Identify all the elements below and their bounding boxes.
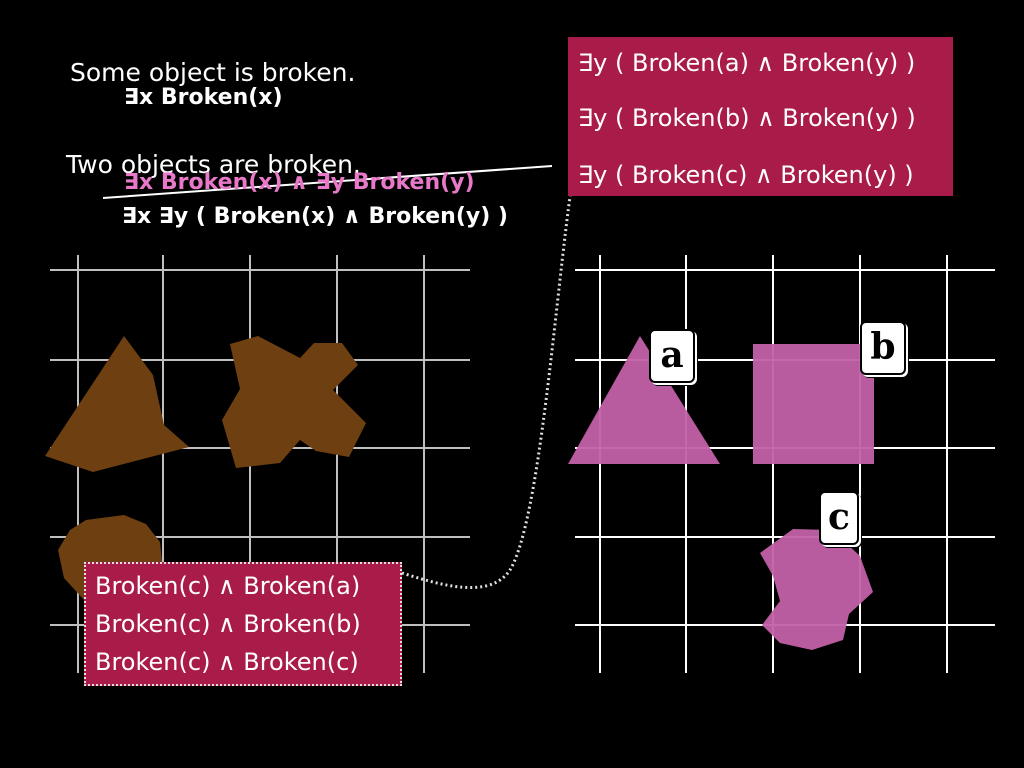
two-objects-formula: ∃x ∃y ( Broken(x) ∧ Broken(y) ): [122, 204, 508, 229]
pink-blob-c: [760, 529, 873, 650]
brown-triangle-shape: [45, 336, 189, 472]
expansion-right-row-b: ∃y ( Broken(b) ∧ Broken(y) ): [578, 104, 916, 132]
brown-cross-shape: [222, 336, 366, 468]
label-c: c: [819, 491, 859, 545]
expansion-right-row-c: ∃y ( Broken(c) ∧ Broken(y) ): [578, 161, 914, 189]
two-objects-wrong-formula: ∃x Broken(x) ∧ ∃y Broken(y): [124, 170, 475, 195]
strike-line: [102, 165, 553, 199]
expansion-left-row-c: Broken(c) ∧ Broken(c): [95, 648, 359, 676]
expansion-left-row-b: Broken(c) ∧ Broken(b): [95, 610, 361, 638]
pink-square-b: [753, 344, 874, 464]
some-object-formula: ∃x Broken(x): [124, 85, 283, 110]
some-object-text: Some object is broken.: [70, 58, 356, 87]
expansion-left-row-a: Broken(c) ∧ Broken(a): [95, 572, 361, 600]
label-b: b: [860, 321, 906, 375]
two-objects-text: Two objects are broken.: [66, 150, 361, 179]
expansion-right-row-a: ∃y ( Broken(a) ∧ Broken(y) ): [578, 49, 916, 77]
expansion-box-left: Broken(c) ∧ Broken(a) Broken(c) ∧ Broken…: [84, 562, 402, 686]
expansion-box-right: ∃y ( Broken(a) ∧ Broken(y) ) ∃y ( Broken…: [568, 37, 953, 196]
pink-triangle-a: [568, 336, 720, 464]
label-a: a: [649, 329, 695, 383]
dotted-connector: [401, 181, 574, 590]
